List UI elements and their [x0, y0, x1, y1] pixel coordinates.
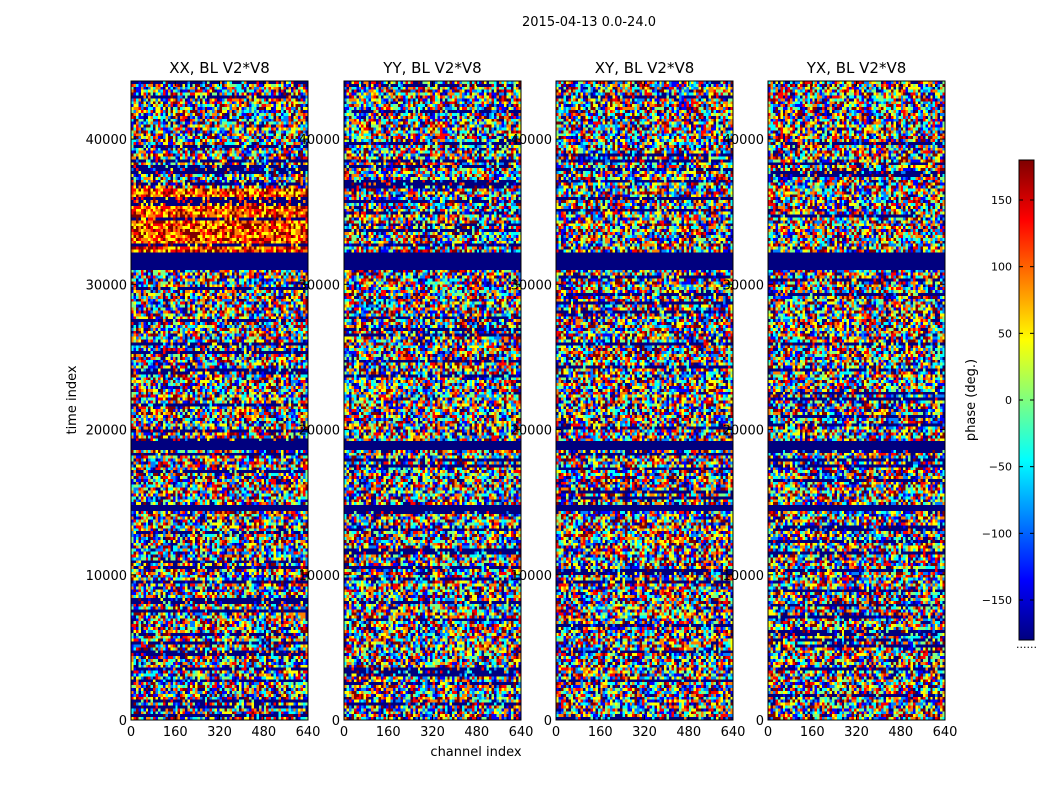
colorbar-tick-label: 150	[991, 194, 1012, 207]
y-tick-label: 10000	[299, 569, 340, 584]
colorbar-tick-label: 100	[991, 261, 1012, 274]
panel-yx: YX, BL V2*V8 0 160 320 480 640 0 10000 20000 3000…	[723, 59, 958, 740]
y-tick-label: 40000	[511, 133, 552, 148]
colorbar-tick-label: −100	[982, 527, 1012, 540]
x-tick-label: 320	[632, 725, 657, 740]
y-tick-label: 20000	[723, 424, 764, 439]
x-tick-label: 320	[844, 725, 869, 740]
y-tick-label: 30000	[299, 278, 340, 293]
y-tick-label: 40000	[299, 133, 340, 148]
x-tick-label: 480	[888, 725, 913, 740]
colorbar-label: phase (deg.)	[964, 359, 979, 441]
x-tick-label: 160	[800, 725, 825, 740]
x-tick-label: 640	[296, 725, 321, 740]
x-axis-label: channel index	[430, 745, 521, 760]
x-tick-label: 0	[127, 725, 135, 740]
panel-title-xy: XY, BL V2*V8	[595, 59, 695, 77]
figure-suptitle: 2015-04-13 0.0-24.0	[522, 15, 656, 30]
colorbar-ticks: 150 100 50 0 −50 −100 −150	[982, 194, 1034, 607]
x-tick-label: 640	[933, 725, 958, 740]
x-tick-label: 0	[340, 725, 348, 740]
x-tick-label: 640	[721, 725, 746, 740]
x-tick-label: 0	[552, 725, 560, 740]
colorbar: 150 100 50 0 −50 −100 −150 phase (deg.) ......	[964, 159, 1037, 651]
x-tick-label: 160	[163, 725, 188, 740]
x-tick-label: 160	[588, 725, 613, 740]
y-tick-label: 30000	[723, 278, 764, 293]
y-tick-label: 10000	[86, 569, 127, 584]
y-tick-label: 0	[332, 714, 340, 729]
panel-xx: XX, BL V2*V8 0 160 320 480 640 0 10000 20000 3000…	[86, 59, 321, 740]
y-axis-label: time index	[65, 365, 80, 434]
y-tick-label: 20000	[86, 424, 127, 439]
panel-title-yx: YX, BL V2*V8	[806, 59, 907, 77]
panel-title-xx: XX, BL V2*V8	[169, 59, 270, 77]
y-tick-label: 0	[544, 714, 552, 729]
panel-title-yy: YY, BL V2*V8	[382, 59, 481, 77]
y-tick-label: 0	[119, 714, 127, 729]
colorbar-footnote: ......	[1016, 638, 1037, 651]
x-tick-label: 160	[376, 725, 401, 740]
y-tick-label: 0	[756, 714, 764, 729]
colorbar-tick-label: −150	[982, 594, 1012, 607]
heatmap-xx	[131, 81, 308, 720]
colorbar-tick-label: 0	[1005, 394, 1012, 407]
y-tick-label: 20000	[511, 424, 552, 439]
y-tick-label: 30000	[86, 278, 127, 293]
y-tick-label: 10000	[511, 569, 552, 584]
x-tick-label: 320	[420, 725, 445, 740]
heatmap-xy	[556, 81, 733, 720]
x-tick-label: 480	[676, 725, 701, 740]
panel-xy: XY, BL V2*V8 0 160 320 480 640 0 10000 20000 3000…	[511, 59, 746, 740]
y-tick-label: 40000	[86, 133, 127, 148]
y-tick-label: 10000	[723, 569, 764, 584]
x-tick-label: 0	[764, 725, 772, 740]
colorbar-tick-label: −50	[989, 461, 1012, 474]
x-tick-label: 480	[251, 725, 276, 740]
heatmap-yx	[768, 81, 945, 720]
colorbar-tick-label: 50	[998, 327, 1012, 340]
panel-yy: YY, BL V2*V8 0 160 320 480 640 0 10000 20000 3000…	[299, 59, 534, 740]
heatmap-yy	[344, 81, 521, 720]
y-tick-label: 30000	[511, 278, 552, 293]
y-tick-label: 20000	[299, 424, 340, 439]
x-tick-label: 320	[207, 725, 232, 740]
panels-group: XX, BL V2*V8 0 160 320 480 640 0 10000 20000 3000…	[86, 59, 958, 740]
x-tick-label: 480	[464, 725, 489, 740]
y-tick-label: 40000	[723, 133, 764, 148]
x-tick-label: 640	[509, 725, 534, 740]
